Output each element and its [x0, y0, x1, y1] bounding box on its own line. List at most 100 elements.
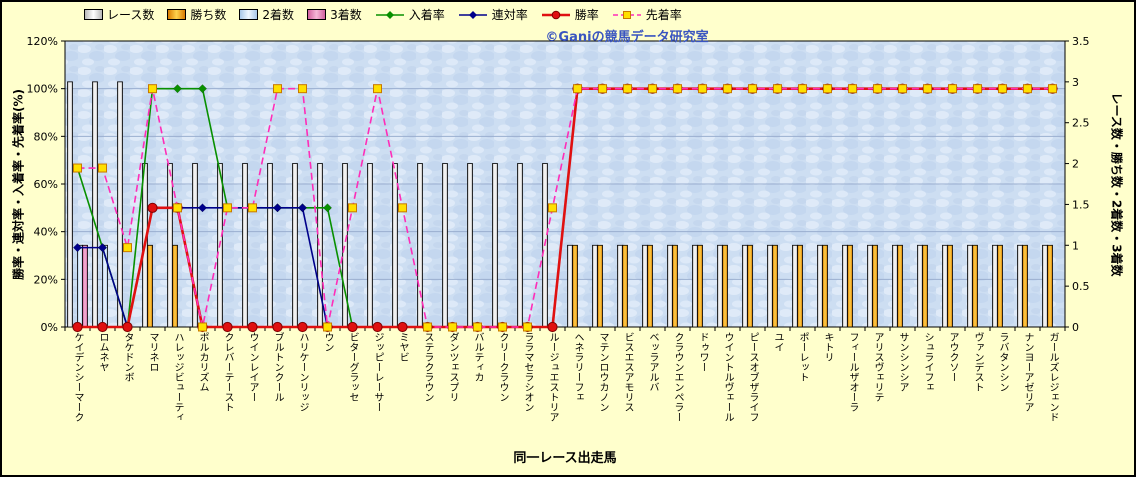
legend-label: 3着数 — [330, 8, 362, 22]
bar-wins — [997, 244, 1003, 328]
bar-races — [967, 244, 973, 328]
bar-races — [492, 163, 498, 328]
bar-races — [167, 163, 173, 328]
bar-races — [942, 244, 948, 328]
bar-series-wins — [147, 244, 1053, 328]
bar-races — [1042, 244, 1048, 328]
thirds-bar-swatch — [307, 9, 327, 20]
legend-item-nyuchaku: 入着率 — [375, 6, 445, 23]
shoritsu-line-swatch — [541, 10, 570, 19]
right-tick-label: 0.5 — [1072, 280, 1090, 293]
rentai-line-swatch — [458, 10, 487, 19]
right-tick-label: 0 — [1072, 321, 1079, 334]
bar-wins — [947, 244, 953, 328]
bar-wins — [772, 244, 778, 328]
right-tick-label: 1 — [1072, 239, 1079, 252]
bar-races — [617, 244, 623, 328]
bar-races — [92, 81, 98, 328]
races-bar-swatch — [84, 9, 103, 20]
bar-races — [817, 244, 823, 328]
left-tick-label: 80% — [34, 130, 58, 143]
bar-races — [917, 244, 923, 328]
x-axis-title: 同一レース出走馬 — [513, 451, 617, 466]
right-tick-label: 2.5 — [1072, 117, 1090, 130]
nyuchaku-line-swatch — [375, 10, 404, 19]
bar-wins — [1047, 244, 1053, 328]
bar-wins — [747, 244, 753, 328]
legend-item-wins: 勝ち数 — [167, 6, 226, 23]
bar-wins — [897, 244, 903, 328]
bar-races — [517, 163, 523, 328]
legend-label: 勝ち数 — [190, 8, 227, 22]
axis-ticks: 0% 20% 40% 60% 80% 100% 120% 0 0.5 1 1.5 2 2.5 3 3.5 — [27, 35, 1090, 334]
bar-races — [667, 244, 673, 328]
legend-item-thirds: 3着数 — [307, 6, 362, 23]
left-tick-label: 0% — [41, 321, 58, 334]
legend-label: 先着率 — [645, 8, 682, 22]
right-tick-label: 3 — [1072, 76, 1079, 89]
bar-races — [267, 163, 273, 328]
bar-wins — [922, 244, 928, 328]
wins-bar-swatch — [167, 9, 187, 20]
bar-wins — [572, 244, 578, 328]
bar-thirds — [82, 244, 88, 328]
watermark: ©Ganiの競馬データ研究室 — [545, 30, 709, 45]
left-tick-label: 40% — [34, 226, 58, 239]
bar-races — [442, 163, 448, 328]
bar-series-thirds — [82, 244, 88, 328]
legend-label: 入着率 — [408, 8, 445, 22]
bar-races — [567, 244, 573, 328]
bar-races — [392, 163, 398, 328]
legend-item-races: レース数 — [84, 6, 154, 23]
bar-races — [642, 244, 648, 328]
bar-races — [242, 163, 248, 328]
bar-wins — [1022, 244, 1028, 328]
bar-races — [592, 244, 598, 328]
bar-wins — [797, 244, 803, 328]
bar-wins — [597, 244, 603, 328]
legend: レース数 勝ち数 2着数 3着数 入着率 連対率 勝率 先着率 — [84, 6, 682, 23]
bar-wins — [972, 244, 978, 328]
bar-races — [192, 163, 198, 328]
bar-races — [692, 244, 698, 328]
senchaku-line-swatch — [612, 10, 641, 19]
bar-races — [367, 163, 373, 328]
bar-races — [467, 163, 473, 328]
bar-races — [892, 244, 898, 328]
bar-wins — [647, 244, 653, 328]
legend-item-shoritsu: 勝率 — [541, 6, 599, 23]
legend-label: レース数 — [107, 8, 155, 22]
bar-wins — [147, 244, 153, 328]
bar-wins — [822, 244, 828, 328]
seconds-bar-swatch — [239, 9, 259, 20]
bar-races — [717, 244, 723, 328]
bar-seconds — [77, 244, 83, 328]
bar-races — [117, 81, 123, 328]
left-tick-label: 100% — [27, 83, 58, 96]
bar-races — [867, 244, 873, 328]
bar-races — [992, 244, 998, 328]
right-tick-label: 1.5 — [1072, 198, 1090, 211]
bar-wins — [622, 244, 628, 328]
bar-wins — [672, 244, 678, 328]
left-tick-label: 20% — [34, 273, 58, 286]
bar-wins — [872, 244, 878, 328]
bar-races — [742, 244, 748, 328]
bar-wins — [172, 244, 178, 328]
legend-item-seconds: 2着数 — [239, 6, 294, 23]
bar-races — [767, 244, 773, 328]
legend-label: 連対率 — [491, 8, 528, 22]
bar-races — [842, 244, 848, 328]
right-tick-label: 2 — [1072, 158, 1079, 171]
bar-wins — [697, 244, 703, 328]
left-tick-label: 60% — [34, 178, 58, 191]
left-tick-label: 120% — [27, 35, 58, 48]
bar-races — [292, 163, 298, 328]
bar-wins — [722, 244, 728, 328]
legend-label: 2着数 — [262, 8, 295, 22]
bar-races — [67, 81, 73, 328]
line-series-senchaku — [73, 84, 1057, 332]
bar-wins — [847, 244, 853, 328]
